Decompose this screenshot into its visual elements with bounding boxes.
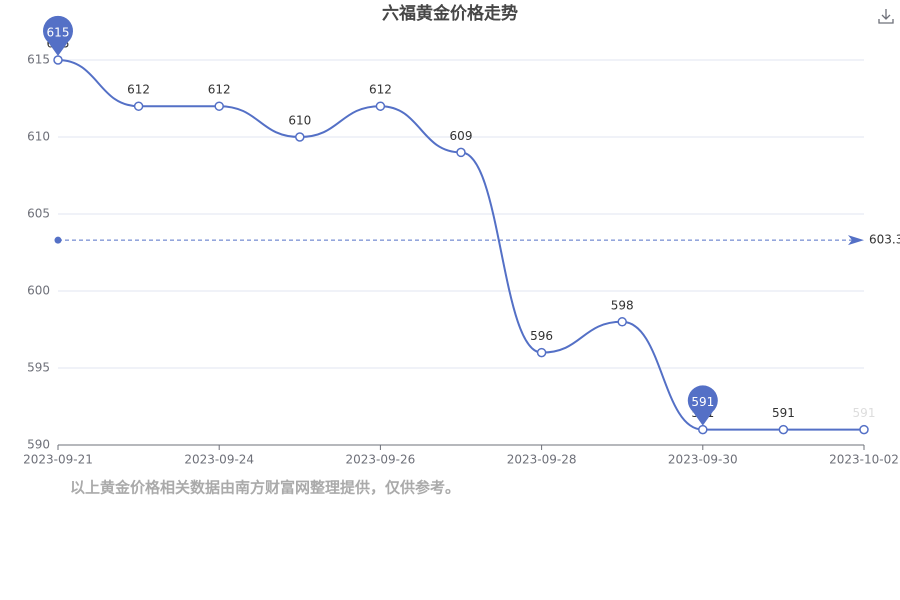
- data-label: 612: [369, 83, 392, 97]
- data-label: 598: [611, 298, 634, 312]
- y-tick-label: 600: [27, 284, 50, 298]
- point: [859, 424, 869, 435]
- point: [698, 424, 708, 435]
- data-label: 591: [853, 406, 876, 420]
- average-start: [54, 236, 62, 244]
- footnote: 以上黄金价格相关数据由南方财富网整理提供，仅供参考。: [70, 479, 460, 497]
- y-tick-label: 615: [27, 53, 50, 67]
- chart-title: 六福黄金价格走势: [382, 3, 518, 24]
- line: [57, 59, 864, 431]
- mark-pin: [687, 385, 718, 426]
- point: [375, 101, 386, 111]
- average-label: 603.3: [869, 233, 900, 247]
- point: [456, 147, 466, 158]
- y-tick-label: 610: [27, 130, 50, 144]
- data-label: 609: [450, 129, 473, 143]
- point: [536, 347, 547, 358]
- mark-pin-label: 591: [691, 395, 714, 409]
- data-label: 612: [208, 83, 231, 97]
- point: [778, 424, 789, 435]
- data-label: 610: [288, 114, 311, 128]
- x-tick-label: 2023-09-26: [346, 453, 416, 467]
- y-tick-label: 590: [27, 438, 50, 452]
- x-tick-label: 2023-10-02: [829, 453, 899, 467]
- point: [214, 101, 224, 111]
- mark-pin-label: 615: [47, 26, 70, 40]
- download-icon[interactable]: [878, 9, 894, 24]
- data-label: 596: [530, 329, 553, 343]
- x-tick-label: 2023-09-28: [507, 453, 577, 467]
- x-tick-label: 2023-09-30: [668, 453, 738, 467]
- point: [53, 55, 63, 65]
- point: [133, 101, 144, 111]
- y-tick-label: 595: [27, 361, 50, 375]
- data-label: 591: [772, 406, 795, 420]
- y-tick-label: 605: [27, 207, 50, 221]
- x-tick-label: 2023-09-21: [23, 453, 93, 467]
- x-tick-label: 2023-09-24: [184, 453, 254, 467]
- point: [617, 317, 627, 327]
- average-arrow: [848, 235, 864, 246]
- data-label: 612: [127, 83, 150, 97]
- mark-pin: [43, 15, 73, 57]
- point: [295, 132, 305, 142]
